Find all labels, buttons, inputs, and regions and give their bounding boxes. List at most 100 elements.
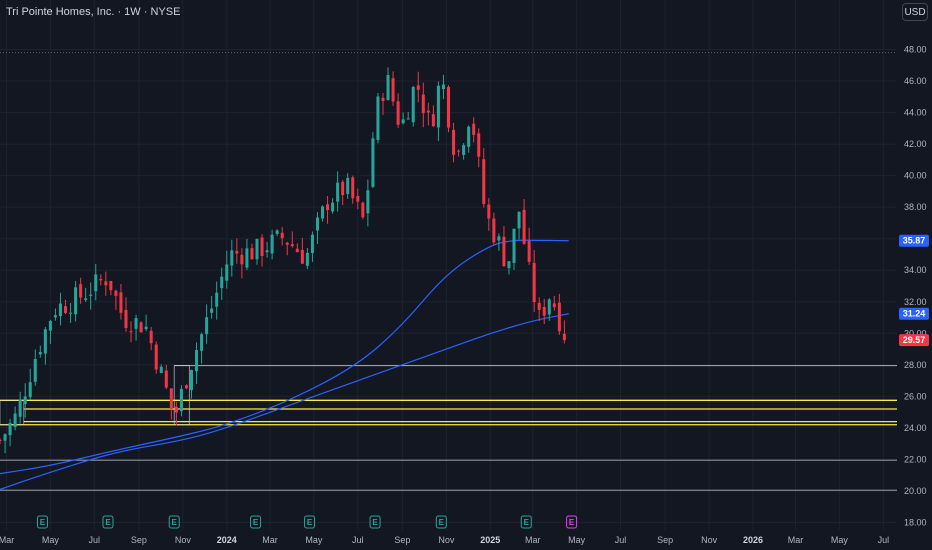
candle-body (310, 234, 314, 253)
candle-body (512, 228, 516, 263)
price-tick-label: 42.00 (904, 139, 927, 149)
candle-body (53, 315, 57, 318)
time-tick-label: Nov (701, 535, 718, 545)
candle-body (441, 84, 445, 90)
price-tick-label: 32.00 (904, 297, 927, 307)
candle-body (159, 366, 163, 373)
candle-body (497, 236, 501, 241)
candle-body (205, 317, 209, 335)
earnings-marker: E (435, 515, 447, 529)
candle-body (467, 126, 471, 147)
price-tick-label: 26.00 (904, 391, 927, 401)
price-badge: 31.24 (899, 307, 929, 320)
candle-body (477, 133, 481, 157)
earnings-marker-letter: E (40, 518, 46, 527)
price-tick-label: 38.00 (904, 202, 927, 212)
time-tick-label: May (305, 535, 323, 545)
time-tick-label: Mar (788, 535, 804, 545)
candle-body (124, 310, 128, 329)
candle-body (452, 129, 456, 155)
price-tick-label: 34.00 (904, 265, 927, 275)
candle-body (79, 284, 83, 298)
earnings-marker-letter: E (105, 518, 111, 527)
time-tick-label: Nov (438, 535, 455, 545)
candle-body (114, 290, 118, 296)
price-tick-label: 24.00 (904, 423, 927, 433)
candle-body (119, 292, 123, 313)
candle-body (43, 329, 47, 354)
candle-body (230, 250, 234, 266)
candle-body (58, 303, 62, 317)
earnings-marker-letter: E (372, 518, 378, 527)
chart-title: Tri Pointe Homes, Inc. · 1W · NYSE (6, 6, 181, 18)
candle-body (179, 388, 183, 412)
price-badge-box (899, 334, 929, 347)
earnings-marker-letter: E (569, 518, 575, 527)
candle-body (270, 234, 274, 254)
time-tick-label: Jul (352, 535, 364, 545)
range-box (173, 365, 190, 426)
candle-body (139, 322, 143, 333)
candle-body (315, 217, 319, 231)
candlesticks (0, 67, 566, 454)
candle-body (195, 350, 199, 372)
earnings-marker: E (520, 515, 532, 529)
time-tick-label: Jul (878, 535, 890, 545)
grid-lines (0, 0, 897, 530)
earnings-marker-box (304, 515, 316, 529)
time-tick-label: 2025 (480, 535, 500, 545)
candle-body (33, 358, 37, 382)
candle-body (235, 250, 239, 254)
price-tick-label: 44.00 (904, 108, 927, 118)
candle-body (431, 114, 435, 127)
candle-body (149, 330, 153, 344)
candle-body (406, 118, 410, 120)
candle-body (265, 250, 269, 253)
time-tick-label: 2026 (743, 535, 763, 545)
candle-body (371, 138, 375, 187)
time-tick-label: Mar (0, 535, 14, 545)
candle-body (562, 333, 566, 341)
time-axis[interactable]: Mar May Jul Sep Nov 2024 Mar May Jul Sep Nov 2025 Ma… (0, 535, 889, 545)
currency-button[interactable]: USD (902, 3, 928, 21)
candle-body (416, 85, 420, 90)
price-badge-label: 29.57 (903, 335, 926, 345)
price-tick-label: 46.00 (904, 76, 927, 86)
candle-body (174, 406, 178, 413)
candle-body (300, 249, 304, 264)
candle-body (507, 261, 511, 269)
candle-body (295, 248, 299, 253)
price-tick-label: 40.00 (904, 171, 927, 181)
earnings-marker: E (168, 515, 180, 529)
moving-average-line-2 (0, 313, 569, 490)
earnings-marker-box (369, 515, 381, 529)
earnings-marker: E (304, 515, 316, 529)
candle-body (436, 85, 440, 128)
candle-body (321, 206, 325, 219)
candle-body (426, 110, 430, 113)
candle-body (391, 78, 395, 102)
candle-body (220, 276, 224, 289)
candle-body (290, 244, 294, 247)
price-tick-label: 18.00 (904, 518, 927, 528)
candle-body (240, 254, 244, 265)
earnings-marker-box (36, 515, 48, 529)
candle-body (331, 202, 335, 212)
candle-body (225, 264, 229, 281)
candle-body (366, 190, 370, 214)
time-tick-label: Sep (657, 535, 673, 545)
candle-body (23, 396, 27, 404)
candle-body (552, 303, 556, 308)
candle-body (396, 101, 400, 125)
time-tick-label: Jul (89, 535, 101, 545)
candle-body (169, 388, 173, 409)
candle-body (8, 422, 12, 436)
candle-body (154, 344, 158, 370)
price-badge-label: 35.87 (903, 236, 926, 246)
candle-body (542, 307, 546, 316)
candle-body (411, 87, 415, 123)
earnings-marker-letter: E (439, 518, 445, 527)
